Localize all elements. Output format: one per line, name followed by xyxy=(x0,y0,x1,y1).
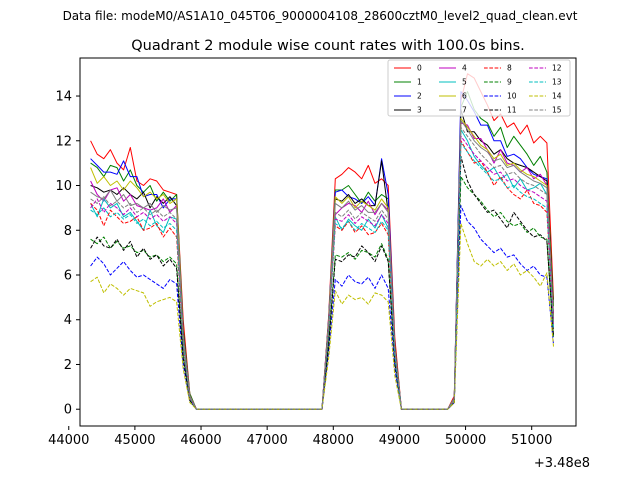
legend-label: 4 xyxy=(462,64,467,73)
legend-label: 0 xyxy=(417,64,422,73)
axes-frame xyxy=(79,57,577,427)
legend-label: 12 xyxy=(552,64,562,73)
x-tick-label: 49000 xyxy=(379,433,420,448)
legend-label: 2 xyxy=(417,92,422,101)
axis-ticks: 44000 45000 46000 47000 48000 49000 50000 51000… xyxy=(48,90,552,448)
chart-title: Quadrant 2 module wise count rates with … xyxy=(131,38,525,54)
x-tick-label: 51000 xyxy=(511,433,552,448)
legend-label: 3 xyxy=(417,106,422,115)
x-tick-label: 48000 xyxy=(313,433,354,448)
x-tick-label: 44000 xyxy=(48,433,89,448)
y-tick-label: 12 xyxy=(55,134,72,149)
legend-label: 14 xyxy=(552,92,562,101)
legend-box xyxy=(387,59,571,117)
y-tick-label: 10 xyxy=(55,179,72,194)
legend-label: 6 xyxy=(462,92,467,101)
x-tick-label: 45000 xyxy=(114,433,155,448)
legend-label: 5 xyxy=(462,78,467,87)
legend-label: 13 xyxy=(552,78,562,87)
legend-label: 7 xyxy=(462,106,467,115)
y-tick-label: 6 xyxy=(64,268,72,283)
x-tick-label: 50000 xyxy=(445,433,486,448)
plot-area: 44000 45000 46000 47000 48000 49000 50000 51000… xyxy=(48,57,577,448)
y-tick-label: 0 xyxy=(64,403,72,418)
legend-label: 8 xyxy=(507,64,512,73)
legend-label: 1 xyxy=(417,78,422,87)
y-tick-label: 2 xyxy=(64,358,72,373)
legend-label: 10 xyxy=(507,92,517,101)
legend-label: 9 xyxy=(507,78,512,87)
series-line-11 xyxy=(90,155,554,410)
series-line-8 xyxy=(90,140,554,410)
x-tick-label: 47000 xyxy=(246,433,287,448)
series-line-15 xyxy=(90,126,554,410)
y-tick-label: 4 xyxy=(64,313,72,328)
x-tick-label: 46000 xyxy=(180,433,221,448)
x-offset-label: +3.48e8 xyxy=(534,456,590,471)
legend-label: 15 xyxy=(552,106,562,115)
y-tick-label: 14 xyxy=(55,90,72,105)
legend-label: 11 xyxy=(507,106,517,115)
figure-suptitle: Data file: modeM0/AS1A10_045T06_90000041… xyxy=(63,9,578,23)
y-tick-label: 8 xyxy=(64,224,72,239)
